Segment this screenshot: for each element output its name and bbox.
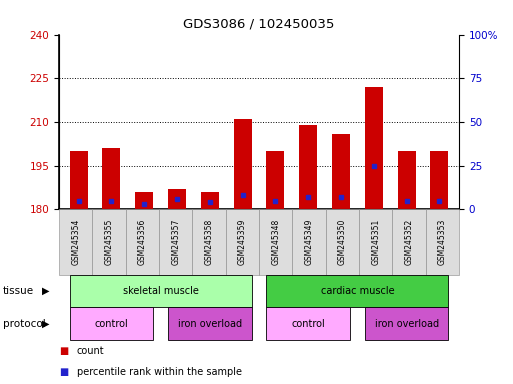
Text: ■: ■ — [59, 367, 68, 377]
Bar — [430, 151, 448, 209]
Text: skeletal muscle: skeletal muscle — [123, 286, 199, 296]
Text: control: control — [291, 318, 325, 329]
Bar — [103, 148, 121, 209]
Text: count: count — [77, 346, 105, 356]
Text: GSM245355: GSM245355 — [105, 219, 113, 265]
Text: GSM245351: GSM245351 — [371, 219, 380, 265]
Text: GSM245356: GSM245356 — [138, 219, 147, 265]
Text: GSM245353: GSM245353 — [438, 219, 447, 265]
Bar — [365, 87, 383, 209]
Text: GSM245349: GSM245349 — [305, 219, 313, 265]
Text: tissue: tissue — [3, 286, 34, 296]
Text: cardiac muscle: cardiac muscle — [321, 286, 394, 296]
Bar — [135, 192, 153, 209]
Bar — [233, 119, 252, 209]
Text: iron overload: iron overload — [374, 318, 439, 329]
Text: percentile rank within the sample: percentile rank within the sample — [77, 367, 242, 377]
Text: GSM245352: GSM245352 — [405, 219, 413, 265]
Bar — [266, 151, 285, 209]
Text: control: control — [94, 318, 128, 329]
Bar — [398, 151, 416, 209]
Bar — [201, 192, 219, 209]
Bar — [168, 189, 186, 209]
Bar — [332, 134, 350, 209]
Bar — [299, 125, 317, 209]
Text: iron overload: iron overload — [178, 318, 242, 329]
Text: ▶: ▶ — [43, 318, 50, 329]
Text: GSM245358: GSM245358 — [205, 219, 213, 265]
Bar — [70, 151, 88, 209]
Text: ▶: ▶ — [43, 286, 50, 296]
Text: GSM245354: GSM245354 — [71, 219, 80, 265]
Text: GSM245348: GSM245348 — [271, 219, 280, 265]
Text: protocol: protocol — [3, 318, 45, 329]
Text: GSM245359: GSM245359 — [238, 219, 247, 265]
Text: GSM245357: GSM245357 — [171, 219, 180, 265]
Text: ■: ■ — [59, 346, 68, 356]
Text: GDS3086 / 102450035: GDS3086 / 102450035 — [183, 17, 335, 30]
Text: GSM245350: GSM245350 — [338, 219, 347, 265]
